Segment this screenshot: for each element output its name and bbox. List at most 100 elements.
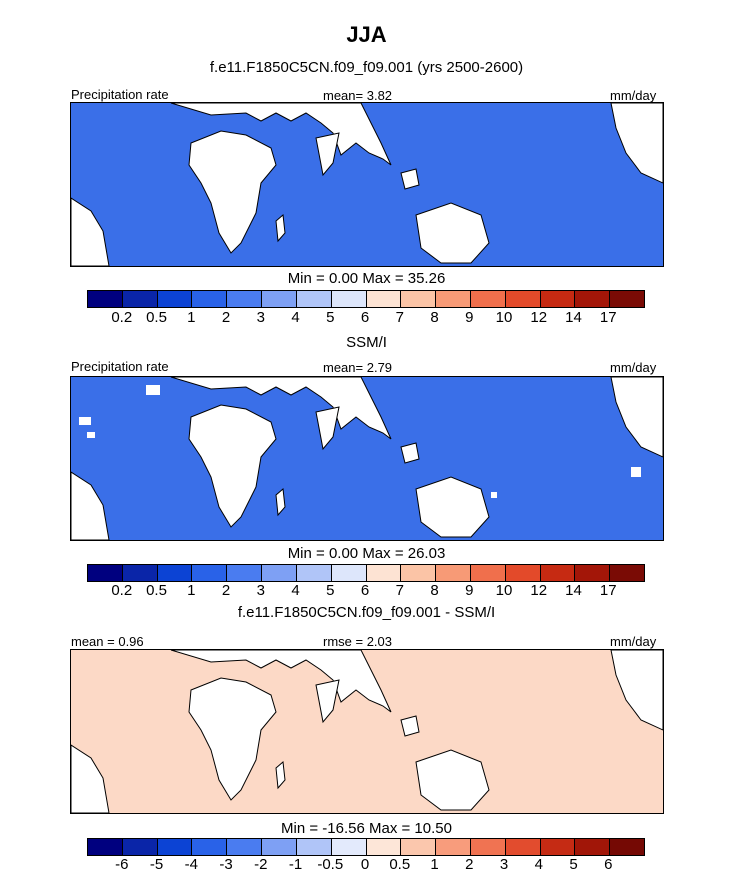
colorbar-swatch xyxy=(157,291,193,307)
colorbar-tick-label: 0 xyxy=(360,856,370,873)
colorbar-tick-label: 3 xyxy=(256,582,265,599)
colorbar-tick-label: 8 xyxy=(430,309,439,326)
colorbar-swatch xyxy=(505,565,541,581)
colorbar-tick-label: -1 xyxy=(288,856,303,873)
panel2-left-label: Precipitation rate xyxy=(71,359,169,374)
colorbar-swatch xyxy=(436,565,471,581)
panel1-map xyxy=(70,102,664,267)
missing-data-cell xyxy=(491,492,497,498)
colorbar-tick-label: 6 xyxy=(360,309,370,326)
colorbar-swatch xyxy=(401,565,437,581)
panel2-mean-label: mean= 2.79 xyxy=(323,360,393,375)
colorbar-tick-label: -5 xyxy=(149,856,164,873)
colorbar-tick-label: 5 xyxy=(569,856,578,873)
colorbar-swatch xyxy=(366,565,402,581)
map-svg xyxy=(71,650,663,813)
madagascar-landmass xyxy=(275,761,286,790)
colorbar-swatch xyxy=(540,839,576,855)
colorbar-tick-label: -0.5 xyxy=(317,856,344,873)
colorbar-tick-label: 5 xyxy=(326,582,335,599)
colorbar-tick-label: 14 xyxy=(565,309,582,326)
colorbar-swatch xyxy=(401,291,437,307)
australia-landmass xyxy=(415,476,490,538)
africa-landmass xyxy=(188,677,277,801)
colorbar-swatch xyxy=(262,565,297,581)
colorbar-swatch xyxy=(122,291,158,307)
india-landmass xyxy=(315,679,340,724)
colorbar-swatch xyxy=(575,839,611,855)
namerica-landmass xyxy=(610,650,663,731)
colorbar-swatch xyxy=(436,839,471,855)
panel2-units-label: mm/day xyxy=(610,360,657,375)
colorbar-swatch xyxy=(331,291,367,307)
panel3-map xyxy=(70,649,664,814)
colorbar-swatch xyxy=(122,839,158,855)
colorbar-swatch xyxy=(227,291,263,307)
colorbar-swatch xyxy=(262,839,297,855)
panel1-colorbar-ticks: 0.2 0.5 1 2 3 4 5 6 7 8 9 10 12 14 17 xyxy=(87,309,643,327)
colorbar-swatch xyxy=(610,291,644,307)
panel2-colorbar-ticks: 0.2 0.5 1 2 3 4 5 6 7 8 9 10 12 14 17 xyxy=(87,582,643,600)
colorbar-tick-label: 4 xyxy=(534,856,543,873)
panel3-rmse-label: rmse = 2.03 xyxy=(323,634,393,649)
colorbar-tick-label: 0.5 xyxy=(389,856,411,873)
namerica-landmass xyxy=(610,377,663,458)
colorbar-tick-label: 17 xyxy=(599,582,617,599)
missing-data-cell xyxy=(631,467,641,477)
colorbar-tick-label: 7 xyxy=(395,582,404,599)
colorbar-tick-label: 9 xyxy=(465,309,474,326)
colorbar-tick-label: 5 xyxy=(326,309,335,326)
colorbar-tick-label: 0.2 xyxy=(111,582,133,599)
colorbar-tick-label: 7 xyxy=(395,309,404,326)
colorbar-swatch xyxy=(227,839,263,855)
colorbar-swatch xyxy=(192,565,228,581)
missing-data-cell xyxy=(146,385,160,395)
colorbar-swatch xyxy=(331,839,367,855)
panel3-minmax: Min = -16.56 Max = 10.50 xyxy=(281,820,452,837)
colorbar-swatch xyxy=(88,291,123,307)
colorbar-swatch xyxy=(575,565,611,581)
colorbar-tick-label: 1 xyxy=(187,309,196,326)
colorbar-swatch xyxy=(610,839,644,855)
colorbar-swatch xyxy=(88,839,123,855)
colorbar-tick-label: 2 xyxy=(465,856,474,873)
panel2-colorbar xyxy=(87,564,645,582)
colorbar-swatch xyxy=(192,839,228,855)
madagascar-landmass xyxy=(275,214,286,243)
colorbar-tick-label: 1 xyxy=(430,856,439,873)
colorbar-tick-label: 4 xyxy=(291,309,300,326)
colorbar-tick-label: -3 xyxy=(219,856,233,873)
panel3-units-label: mm/day xyxy=(610,634,657,649)
borneo-landmass xyxy=(400,715,420,737)
panel2-subtitle: SSM/I xyxy=(346,334,387,351)
colorbar-tick-label: 8 xyxy=(430,582,439,599)
colorbar-tick-label: 10 xyxy=(495,582,513,599)
colorbar-tick-label: 1 xyxy=(187,582,196,599)
missing-data-cell xyxy=(79,417,91,425)
colorbar-swatch xyxy=(296,291,332,307)
colorbar-tick-label: 2 xyxy=(221,309,231,326)
india-landmass xyxy=(315,132,340,177)
colorbar-tick-label: 6 xyxy=(604,856,613,873)
colorbar-tick-label: 2 xyxy=(221,582,231,599)
colorbar-tick-label: -2 xyxy=(254,856,268,873)
colorbar-tick-label: 0.5 xyxy=(146,582,167,599)
madagascar-landmass xyxy=(275,488,286,517)
colorbar-swatch xyxy=(505,291,541,307)
colorbar-swatch xyxy=(122,565,158,581)
colorbar-tick-label: 12 xyxy=(530,309,548,326)
panel3-colorbar-ticks: -6 -5 -4 -3 -2 -1 -0.5 0 0.5 1 2 3 4 5 6 xyxy=(87,856,643,874)
map-svg xyxy=(71,377,663,540)
colorbar-swatch xyxy=(470,291,506,307)
colorbar-tick-label: 17 xyxy=(599,309,617,326)
colorbar-swatch xyxy=(401,839,437,855)
colorbar-swatch xyxy=(88,565,123,581)
colorbar-swatch xyxy=(575,291,611,307)
colorbar-tick-label: 12 xyxy=(530,582,548,599)
colorbar-swatch xyxy=(540,565,576,581)
colorbar-tick-label: -4 xyxy=(184,856,198,873)
samerica-landmass xyxy=(71,197,110,266)
namerica-landmass xyxy=(610,103,663,184)
panel2-minmax: Min = 0.00 Max = 26.03 xyxy=(287,545,446,562)
india-landmass xyxy=(315,406,340,451)
